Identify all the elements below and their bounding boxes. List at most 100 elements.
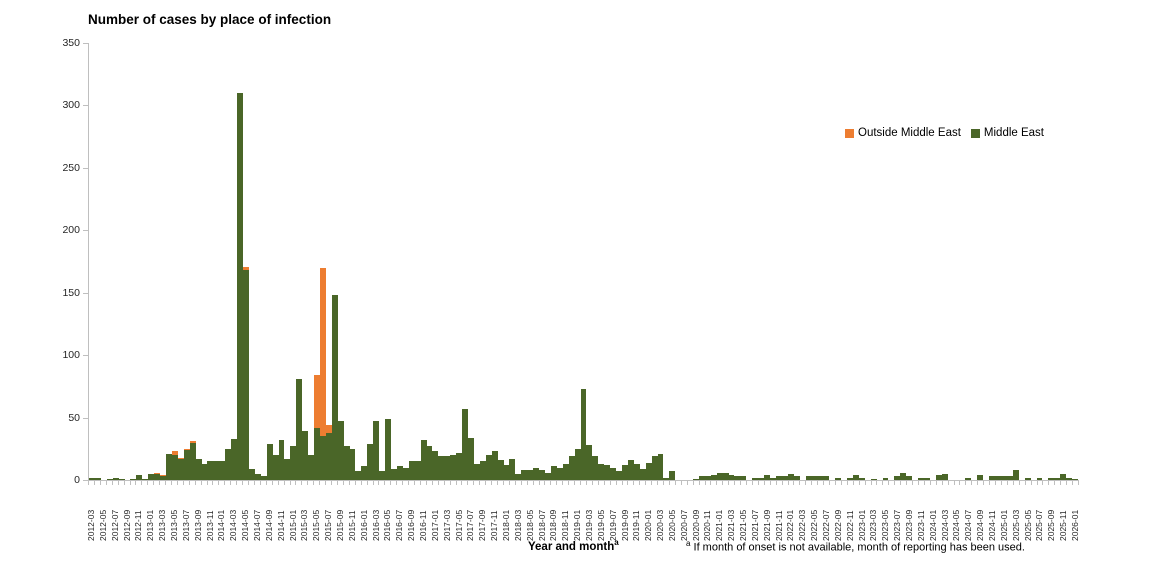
x-tick-mark xyxy=(823,481,825,485)
x-tick-label: 2015-01 xyxy=(287,509,298,541)
x-tick-mark xyxy=(206,481,208,485)
x-tick-label: 2025-11 xyxy=(1058,510,1069,541)
bar xyxy=(248,468,255,480)
bar xyxy=(94,477,101,480)
bar xyxy=(734,476,741,480)
bar xyxy=(201,463,208,480)
bar xyxy=(165,453,172,480)
x-tick-label: 2026-01 xyxy=(1070,509,1081,541)
bar xyxy=(296,378,303,480)
x-tick-mark xyxy=(906,481,908,485)
bar xyxy=(112,477,119,480)
legend-swatch-outside-middle-east xyxy=(845,128,854,138)
x-tick-mark xyxy=(763,481,765,485)
bar xyxy=(882,477,889,480)
x-tick-mark xyxy=(852,481,854,485)
y-tick-label: 150 xyxy=(62,286,80,299)
x-tick-label: 2023-11 xyxy=(915,510,926,541)
x-tick-label: 2016-11 xyxy=(417,510,428,541)
x-tick-mark xyxy=(129,481,131,485)
bar xyxy=(1036,477,1043,480)
bar xyxy=(752,477,759,480)
y-tick-label: 0 xyxy=(74,474,80,486)
x-tick-label: 2018-09 xyxy=(548,509,559,541)
bar xyxy=(533,467,540,480)
x-tick-mark xyxy=(544,481,546,485)
x-tick-label: 2021-07 xyxy=(749,509,760,541)
x-tick-mark xyxy=(668,481,670,485)
bar xyxy=(355,471,362,480)
bar xyxy=(379,471,386,480)
x-tick-mark xyxy=(283,481,285,485)
x-tick-mark xyxy=(354,481,356,485)
bar xyxy=(793,476,800,480)
x-tick-label: 2018-07 xyxy=(536,509,547,541)
x-tick-mark xyxy=(336,481,338,485)
chart-title: Number of cases by place of infection xyxy=(88,12,332,27)
x-tick-mark xyxy=(805,481,807,485)
y-tick-mark xyxy=(83,167,88,169)
legend-item-middle-east: Middle East xyxy=(970,127,1045,139)
x-tick-label: 2013-07 xyxy=(180,509,191,541)
x-tick-mark xyxy=(301,481,303,485)
bar xyxy=(319,267,326,480)
x-tick-mark xyxy=(117,481,119,485)
x-tick-label: 2018-03 xyxy=(512,509,523,541)
x-tick-mark xyxy=(674,481,676,485)
x-tick-mark xyxy=(342,481,344,485)
x-tick-mark xyxy=(325,481,327,485)
legend-swatch-middle-east xyxy=(970,128,980,138)
x-tick-mark xyxy=(88,481,89,485)
bar xyxy=(106,478,113,480)
bar xyxy=(935,475,942,480)
x-tick-label: 2021-09 xyxy=(761,509,772,541)
x-tick-mark xyxy=(514,481,516,485)
x-tick-label: 2022-01 xyxy=(785,509,796,541)
bar xyxy=(847,477,853,480)
bar xyxy=(556,467,563,480)
x-tick-mark xyxy=(141,481,143,485)
x-tick-mark xyxy=(277,481,279,485)
bar xyxy=(272,455,279,480)
x-tick-label: 2013-05 xyxy=(168,509,179,541)
x-tick-label: 2022-03 xyxy=(797,509,808,541)
x-tick-mark xyxy=(846,481,848,485)
bar xyxy=(592,456,599,480)
legend-label-middle-east: Middle East xyxy=(983,127,1045,139)
bar xyxy=(515,473,522,480)
bar xyxy=(231,438,238,480)
x-tick-label: 2013-01 xyxy=(145,509,156,541)
x-tick-mark xyxy=(431,481,433,485)
bar xyxy=(491,451,498,480)
x-tick-label: 2015-03 xyxy=(299,509,310,541)
x-tick-label: 2024-07 xyxy=(963,509,974,541)
x-tick-mark xyxy=(1012,481,1014,485)
x-tick-label: 2014-11 xyxy=(275,510,286,541)
x-tick-mark xyxy=(467,481,469,485)
x-tick-mark xyxy=(105,481,107,485)
bar xyxy=(278,440,285,480)
x-tick-mark xyxy=(912,481,913,485)
x-tick-label: 2012-07 xyxy=(109,509,120,541)
bar xyxy=(698,476,705,480)
bar xyxy=(627,460,634,480)
x-tick-label: 2021-03 xyxy=(726,509,737,541)
x-tick-mark xyxy=(538,481,540,485)
bar xyxy=(509,458,516,480)
x-tick-mark xyxy=(686,481,688,485)
x-tick-mark xyxy=(799,481,801,485)
x-tick-mark xyxy=(716,481,718,485)
x-tick-mark xyxy=(550,481,552,485)
x-tick-mark xyxy=(989,481,991,485)
x-tick-mark xyxy=(834,481,836,485)
x-tick-mark xyxy=(1018,481,1020,485)
x-tick-mark xyxy=(170,481,172,485)
bar xyxy=(408,461,415,480)
bar xyxy=(456,452,463,480)
x-tick-mark xyxy=(840,481,842,485)
bar xyxy=(722,472,729,480)
x-tick-mark xyxy=(929,481,931,485)
bar xyxy=(923,477,930,480)
x-tick-mark xyxy=(165,481,167,485)
x-tick-mark xyxy=(971,481,973,485)
